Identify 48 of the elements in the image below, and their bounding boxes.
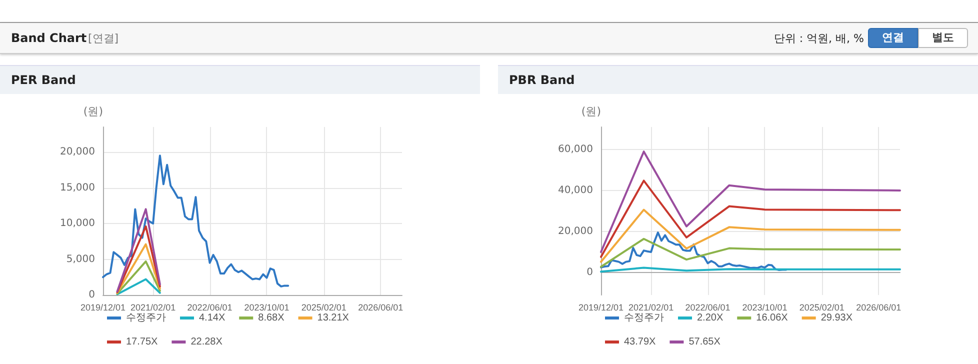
legend-label: 29.93X	[820, 312, 853, 324]
line-series	[102, 154, 290, 288]
x-tick-label: 2023/10/01	[742, 302, 788, 312]
x-tick-label: 2019/12/01	[578, 302, 624, 312]
x-tick-label: 2025/02/01	[301, 302, 346, 312]
y-tick-label: 0	[88, 290, 95, 300]
line-series	[600, 208, 901, 263]
text: Band Chart	[11, 31, 87, 45]
text: 단위 : 억원, 배, %	[774, 31, 864, 46]
text: [연결]	[88, 31, 119, 46]
y-tick-label: 40,000	[558, 185, 593, 196]
y-tick-label: 20,000	[558, 226, 593, 237]
x-tick-label: 2021/02/01	[130, 302, 176, 312]
y-tick-label: 20,000	[60, 146, 95, 158]
line-series	[600, 238, 901, 268]
x-tick-label: 2022/06/01	[187, 302, 232, 312]
y-axis-title: (원)	[581, 105, 601, 118]
x-tick-label: 2026/06/01	[856, 302, 902, 312]
text: 별도	[918, 28, 968, 48]
legend-label: 수정주가	[624, 312, 664, 324]
y-tick-label: 15,000	[60, 182, 95, 194]
legend-label: 13.21X	[317, 312, 350, 324]
line-series	[600, 180, 901, 258]
legend-label: 17.75X	[126, 336, 158, 348]
y-tick-label: 5,000	[66, 254, 95, 265]
y-tick-label: 60,000	[558, 144, 593, 156]
x-tick-label: 2026/06/01	[358, 302, 404, 312]
x-tick-label: 2023/10/01	[244, 302, 290, 312]
x-tick-label: 2021/02/01	[628, 302, 674, 312]
text: 연결	[868, 28, 918, 48]
legend-label: 2.20X	[697, 312, 724, 324]
chart-title: PER Band	[0, 65, 480, 94]
x-tick-label: 2019/12/01	[80, 302, 126, 312]
legend-label: 8.68X	[258, 312, 285, 324]
x-tick-label: 2025/02/01	[799, 302, 844, 312]
legend-label: 수정주가	[126, 312, 166, 324]
line-series	[600, 232, 788, 272]
legend-label: 16.06X	[756, 312, 788, 324]
legend-label: 57.65X	[688, 336, 721, 348]
legend-label: 4.14X	[199, 312, 226, 324]
legend-label: 43.79X	[624, 336, 656, 348]
y-tick-label: 10,000	[60, 218, 95, 230]
x-tick-label: 2022/06/01	[685, 302, 730, 312]
chart-title: PBR Band	[498, 65, 978, 94]
y-axis-title: (원)	[83, 105, 103, 118]
legend-label: 22.28X	[190, 336, 223, 348]
y-tick-label: 0	[586, 266, 593, 278]
line-series	[600, 150, 901, 253]
